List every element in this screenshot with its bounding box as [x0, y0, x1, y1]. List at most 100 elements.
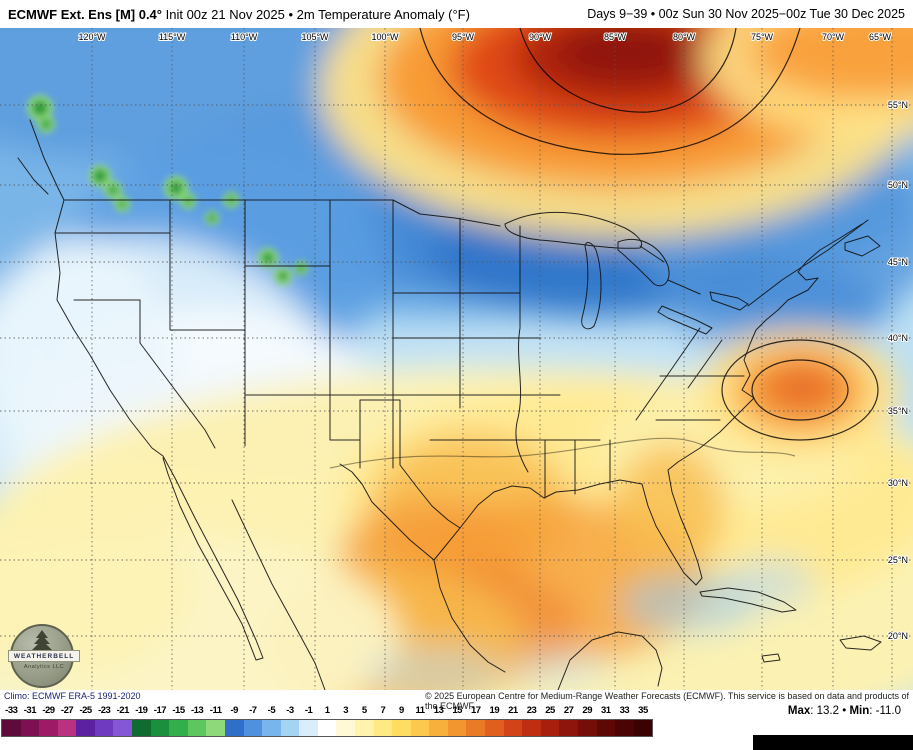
stats-separator: •	[839, 705, 850, 717]
lon-label: 105°W	[301, 32, 329, 42]
lon-label: 65°W	[869, 32, 892, 42]
min-value: : -11.0	[869, 705, 901, 717]
copyright-label: © 2025 European Centre for Medium-Range …	[425, 691, 910, 711]
colorbar-tick-label: -25	[79, 705, 92, 716]
logo-subtitle: Analytics LLC	[23, 664, 65, 670]
colorbar-tick-label: -33	[5, 705, 18, 716]
lat-label: 35°N	[888, 406, 908, 416]
colorbar-tick-label: 27	[563, 705, 574, 716]
max-min-stats: Max: 13.2 • Min: -11.0	[788, 704, 901, 718]
valid-range-label: Days 9−39 • 00z Sun 30 Nov 2025−00z Tue …	[587, 7, 905, 21]
lat-label: 45°N	[888, 257, 908, 267]
logo-title: WEATHERBELL	[8, 650, 80, 662]
colorbar-cell	[94, 720, 114, 736]
colorbar-cell	[410, 720, 430, 736]
colorbar-tick-label: 9	[399, 705, 404, 716]
tree-icon	[32, 630, 52, 652]
colorbar-tick-label: -13	[190, 705, 204, 716]
colorbar-cell	[503, 720, 523, 736]
colorbar-tick-label: 7	[380, 705, 386, 716]
colorbar-ticks: -33 -31 -29 -27 -25 -23 -21 -19 -17 -15 -13 -11 -9 -7…	[2, 704, 652, 718]
lat-label: 50°N	[888, 180, 908, 190]
colorbar-tick-label: -27	[60, 705, 74, 716]
colorbar-cell	[429, 720, 448, 736]
colorbar-cell	[76, 720, 95, 736]
map-canvas: 120°W 115°W 110°W 105°W 100°W 95°W 90°W …	[0, 28, 913, 690]
colorbar-tick-label: 3	[343, 705, 349, 716]
colorbar-cell	[132, 720, 151, 736]
product-title: ECMWF Ext. Ens [M] 0.4° Init 00z 21 Nov …	[8, 7, 470, 22]
colorbar-cell	[299, 720, 318, 736]
colorbar-tick-label: -11	[209, 705, 222, 716]
lat-labels: 55°N 50°N 45°N 40°N 35°N 30°N 25°N 20°N	[887, 99, 909, 642]
colorbar-cell	[20, 720, 40, 736]
colorbar-tick-label: -17	[153, 705, 167, 716]
max-label: Max	[787, 705, 811, 717]
lon-label: 95°W	[452, 32, 475, 42]
colorbar-tick-label: 31	[601, 705, 611, 716]
colorbar-tick-label: 25	[545, 705, 555, 716]
colorbar-cell	[262, 720, 281, 736]
init-info: Init 00z 21 Nov 2025 • 2m Temperature An…	[162, 6, 470, 22]
colorbar-cell	[39, 720, 58, 736]
lon-label: 90°W	[529, 32, 552, 42]
colorbar-cell	[466, 720, 486, 736]
colorbar-tick-label: -29	[42, 705, 55, 716]
colorbar-tick-label: -23	[98, 705, 111, 716]
colorbar-cell	[522, 720, 541, 736]
colorbar-cell	[392, 720, 411, 736]
colorbar-cell	[113, 720, 133, 736]
colorbar-tick-label: -21	[116, 705, 130, 716]
colorbar-cell	[206, 720, 225, 736]
colorbar-tick-label: 17	[470, 705, 481, 716]
lon-label: 75°W	[751, 32, 774, 42]
max-value: : 13.2	[810, 705, 840, 717]
model-name: ECMWF Ext. Ens [M] 0.4°	[8, 6, 162, 22]
weatherbell-logo: WEATHERBELL Analytics LLC	[8, 624, 80, 690]
colorbar-cell	[150, 720, 170, 736]
colorbar-tick-label: -7	[249, 705, 257, 716]
lat-label: 25°N	[888, 555, 908, 565]
colorbar-cell	[485, 720, 504, 736]
colorbar-tick-label: 13	[433, 705, 444, 716]
colorbar-cell	[224, 720, 244, 736]
colorbar-tick-label: -1	[304, 705, 313, 716]
colorbar-tick-label: -3	[286, 705, 294, 716]
colorbar-cell	[187, 720, 207, 736]
colorbar-tick-label: 35	[638, 705, 648, 716]
colorbar-tick-label: -31	[23, 705, 37, 716]
cold-core-spots	[27, 95, 308, 285]
state-borders-layer	[17, 119, 882, 690]
colorbar-cell	[243, 720, 263, 736]
lon-label: 85°W	[604, 32, 627, 42]
lon-label: 100°W	[371, 32, 399, 42]
colorbar-cell	[2, 720, 21, 736]
black-footer-strip	[753, 735, 913, 750]
lon-label: 115°W	[159, 32, 186, 42]
lon-label: 80°W	[673, 32, 696, 42]
colorbar-tick-label: 5	[361, 705, 367, 716]
header-bar: ECMWF Ext. Ens [M] 0.4° Init 00z 21 Nov …	[0, 0, 913, 28]
min-label: Min	[849, 705, 870, 717]
contour-lines	[329, 28, 879, 469]
colorbar-tick-label: 19	[489, 705, 500, 716]
colorbar-tick-label: 23	[526, 705, 537, 716]
colorbar-tick-label: 33	[619, 705, 630, 716]
colorbar-tick-label: 29	[582, 705, 592, 716]
colorbar-tick-label: -5	[267, 705, 276, 716]
colorbar-cell	[540, 720, 560, 736]
lon-label: 120°W	[78, 32, 106, 42]
colorbar-cell	[57, 720, 77, 736]
colorbar-tick-label: 15	[452, 705, 462, 716]
colorbar-tick-label: 11	[415, 705, 425, 716]
lat-label: 30°N	[888, 478, 908, 488]
colorbar-tick-label: -9	[230, 705, 239, 716]
colorbar-cell	[447, 720, 467, 736]
attribution-bar: Climo: ECMWF ERA-5 1991-2020 © 2025 Euro…	[0, 690, 913, 711]
colorbar-cell	[354, 720, 374, 736]
weather-map: 120°W 115°W 110°W 105°W 100°W 95°W 90°W …	[0, 28, 913, 690]
colorbar-tick-label: -19	[135, 705, 148, 716]
lon-label: 110°W	[231, 32, 258, 42]
temperature-field: 120°W 115°W 110°W 105°W 100°W 95°W 90°W …	[0, 28, 913, 690]
